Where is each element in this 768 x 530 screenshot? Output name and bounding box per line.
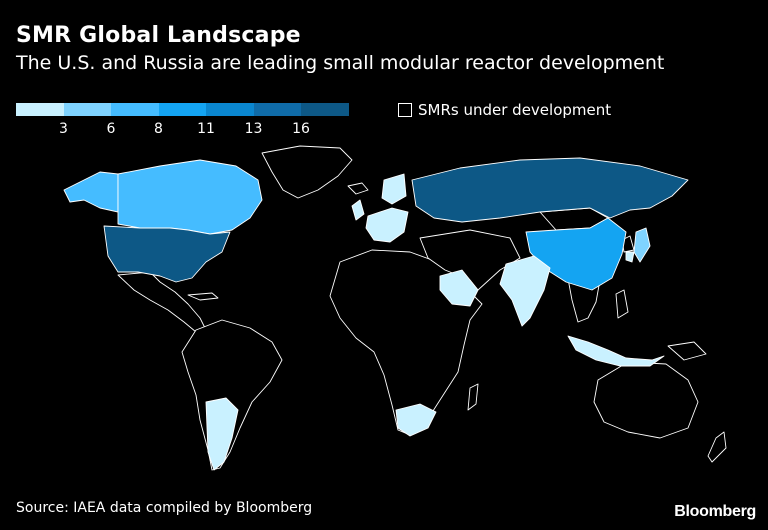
legend-swatch-4 xyxy=(206,103,254,116)
region-russia xyxy=(411,157,689,223)
world-map xyxy=(63,145,727,471)
region-iceland xyxy=(347,182,369,195)
region-madagascar xyxy=(467,383,479,411)
legend-swatch-3 xyxy=(158,103,206,116)
chart-title: SMR Global Landscape xyxy=(16,23,301,48)
region-south-africa xyxy=(395,403,437,437)
region-alaska xyxy=(63,171,119,213)
legend-tick-labels: 3 6 8 11 13 16 xyxy=(16,121,349,141)
no-data-legend: SMRs under development xyxy=(398,101,611,119)
region-japan xyxy=(633,227,651,263)
legend-swatch-6 xyxy=(301,103,349,116)
legend-tick: 13 xyxy=(244,121,263,137)
region-europe xyxy=(365,207,409,243)
region-argentina xyxy=(205,397,239,471)
color-scale-legend xyxy=(16,103,349,116)
bloomberg-logo: Bloomberg xyxy=(674,503,756,520)
region-uk xyxy=(351,199,365,221)
chart-subtitle: The U.S. and Russia are leading small mo… xyxy=(16,52,665,74)
region-philippines xyxy=(615,289,629,319)
no-data-label: SMRs under development xyxy=(418,101,612,119)
legend-tick: 8 xyxy=(154,121,163,137)
no-data-swatch xyxy=(398,103,412,117)
region-middle-east xyxy=(419,229,521,291)
legend-swatch-1 xyxy=(63,103,111,116)
region-india xyxy=(499,255,551,327)
region-saudi-arabia xyxy=(439,269,479,307)
legend-swatch-0 xyxy=(16,103,64,116)
legend-tick: 6 xyxy=(106,121,116,137)
source-note: Source: IAEA data compiled by Bloomberg xyxy=(16,500,313,516)
region-south-america xyxy=(181,319,283,471)
region-cuba xyxy=(187,292,219,301)
legend-swatch-5 xyxy=(253,103,301,116)
region-mexico xyxy=(117,271,207,333)
legend-swatch-2 xyxy=(111,103,159,116)
region-png xyxy=(667,341,707,361)
region-indonesia xyxy=(567,335,665,367)
region-new-zealand xyxy=(707,431,727,463)
legend-tick: 16 xyxy=(292,121,310,137)
region-australia xyxy=(593,361,699,439)
region-greenland xyxy=(261,145,353,199)
region-scandinavia xyxy=(381,173,407,205)
region-usa xyxy=(103,225,231,283)
legend-tick: 3 xyxy=(59,121,68,137)
region-south-korea xyxy=(625,251,635,263)
legend-tick: 11 xyxy=(197,121,215,137)
region-canada xyxy=(117,159,263,235)
